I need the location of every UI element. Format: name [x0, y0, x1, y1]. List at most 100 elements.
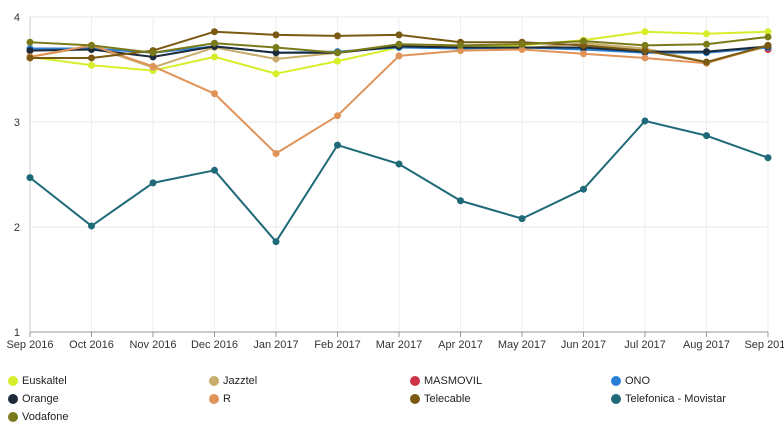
- legend-item[interactable]: Telefonica - Movistar: [611, 390, 726, 408]
- data-point[interactable]: [580, 37, 587, 45]
- x-tick-label: Jun 2017: [561, 339, 606, 351]
- y-tick-label: 2: [14, 222, 20, 234]
- series-r: [26, 41, 772, 157]
- x-tick-label: Mar 2017: [376, 339, 422, 351]
- x-tick-label: Dec 2016: [191, 339, 238, 351]
- data-point[interactable]: [272, 55, 280, 63]
- data-point[interactable]: [26, 174, 34, 182]
- legend-label: Vodafone: [22, 411, 69, 423]
- legend-label: Telefonica - Movistar: [625, 393, 726, 405]
- legend-label: Telecable: [424, 393, 471, 405]
- data-point[interactable]: [272, 150, 280, 157]
- x-tick-label: Jan 2017: [253, 339, 298, 351]
- x-tick-label: Feb 2017: [314, 339, 360, 351]
- data-point[interactable]: [334, 141, 341, 149]
- data-point[interactable]: [334, 112, 341, 120]
- data-point[interactable]: [703, 58, 710, 66]
- data-point[interactable]: [395, 31, 403, 39]
- data-point[interactable]: [211, 28, 218, 36]
- data-point[interactable]: [641, 47, 649, 55]
- data-point[interactable]: [88, 41, 95, 49]
- legend-label: Euskaltel: [22, 375, 67, 387]
- data-point[interactable]: [580, 50, 587, 58]
- data-point[interactable]: [703, 48, 710, 56]
- y-tick-label: 1: [14, 327, 20, 339]
- data-point[interactable]: [272, 49, 280, 57]
- data-point[interactable]: [764, 28, 772, 36]
- x-tick-label: Nov 2016: [129, 339, 176, 351]
- data-point[interactable]: [272, 43, 280, 51]
- data-point[interactable]: [26, 38, 34, 46]
- legend-swatch: [209, 394, 219, 404]
- series-vodafone: [26, 33, 772, 57]
- legend-label: R: [223, 393, 231, 405]
- data-point[interactable]: [26, 47, 34, 55]
- data-point[interactable]: [764, 154, 772, 162]
- legend-label: Jazztel: [223, 375, 258, 387]
- x-tick-label: Apr 2017: [438, 339, 483, 351]
- legend-swatch: [8, 412, 18, 422]
- legend-swatch: [8, 376, 18, 386]
- x-tick-label: Sep 2016: [6, 339, 53, 351]
- x-tick-label: Aug 2017: [683, 339, 730, 351]
- data-point[interactable]: [334, 32, 341, 40]
- data-point[interactable]: [641, 28, 649, 36]
- legend-item[interactable]: R: [209, 390, 231, 408]
- legend-item[interactable]: Jazztel: [209, 372, 257, 390]
- data-point[interactable]: [395, 52, 403, 60]
- data-point[interactable]: [703, 132, 710, 140]
- data-point[interactable]: [457, 41, 464, 49]
- data-point[interactable]: [334, 49, 341, 57]
- data-point[interactable]: [395, 40, 403, 48]
- data-point[interactable]: [703, 40, 710, 48]
- x-tick-label: Sep 2017: [744, 339, 784, 351]
- data-point[interactable]: [518, 46, 526, 54]
- data-point[interactable]: [580, 185, 587, 193]
- y-tick-label: 4: [14, 12, 20, 24]
- data-point[interactable]: [641, 41, 649, 49]
- data-point[interactable]: [764, 41, 772, 49]
- data-point[interactable]: [764, 33, 772, 41]
- data-point[interactable]: [211, 90, 218, 98]
- data-point[interactable]: [395, 160, 403, 168]
- legend-item[interactable]: Orange: [8, 390, 59, 408]
- data-point[interactable]: [457, 197, 464, 205]
- data-point[interactable]: [518, 40, 526, 48]
- legend-item[interactable]: Vodafone: [8, 408, 69, 426]
- data-point[interactable]: [88, 222, 95, 230]
- legend-swatch: [410, 394, 420, 404]
- legend-label: ONO: [625, 375, 651, 387]
- data-point[interactable]: [211, 166, 218, 174]
- legend-swatch: [209, 376, 219, 386]
- x-tick-label: Jul 2017: [624, 339, 666, 351]
- chart-legend: Euskaltel Jazztel MASMOVIL ONO Orange R Teleca…: [0, 372, 784, 432]
- grid-lines: [29, 16, 769, 333]
- legend-item[interactable]: MASMOVIL: [410, 372, 482, 390]
- legend-swatch: [611, 394, 621, 404]
- data-point[interactable]: [518, 215, 526, 223]
- data-point[interactable]: [26, 54, 34, 62]
- data-point[interactable]: [149, 179, 157, 187]
- tick-labels: 1 2 3 4 Sep 2016 Oct 2016 Nov 2016 Dec 2016 Jan …: [6, 12, 784, 351]
- series-lines: [26, 28, 772, 246]
- data-point[interactable]: [272, 238, 280, 246]
- data-point[interactable]: [149, 62, 157, 70]
- data-point[interactable]: [272, 31, 280, 39]
- legend-swatch: [8, 394, 18, 404]
- data-point[interactable]: [88, 61, 95, 69]
- x-tick-label: May 2017: [498, 339, 546, 351]
- data-point[interactable]: [88, 54, 95, 62]
- data-point[interactable]: [457, 47, 464, 55]
- legend-item[interactable]: Euskaltel: [8, 372, 67, 390]
- data-point[interactable]: [641, 117, 649, 125]
- data-point[interactable]: [149, 49, 157, 57]
- legend-item[interactable]: ONO: [611, 372, 650, 390]
- data-point[interactable]: [272, 70, 280, 78]
- data-point[interactable]: [703, 30, 710, 38]
- data-point[interactable]: [641, 54, 649, 62]
- legend-item[interactable]: Telecable: [410, 390, 470, 408]
- data-point[interactable]: [211, 53, 218, 61]
- data-point[interactable]: [211, 39, 218, 47]
- data-point[interactable]: [334, 57, 341, 65]
